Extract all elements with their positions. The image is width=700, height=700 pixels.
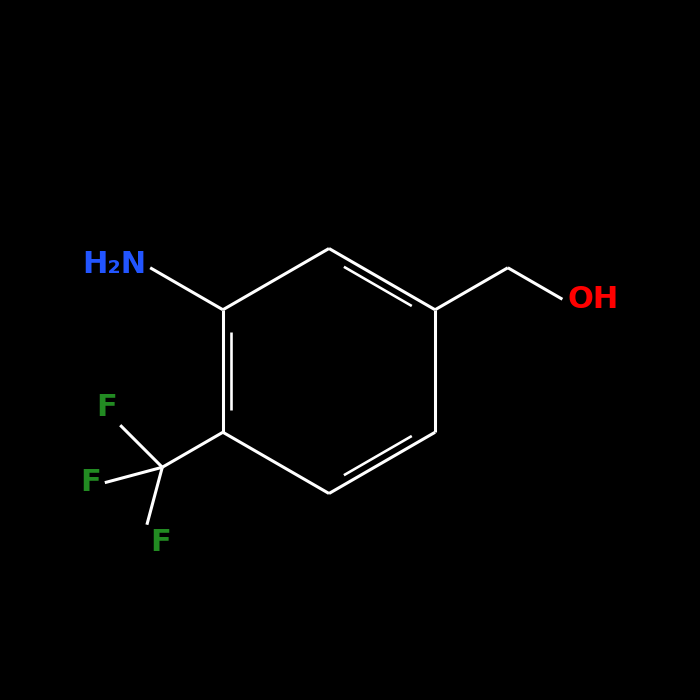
Text: H₂N: H₂N (83, 250, 147, 279)
Text: F: F (96, 393, 117, 421)
Text: OH: OH (568, 285, 620, 314)
Text: F: F (150, 528, 171, 557)
Text: F: F (80, 468, 101, 497)
